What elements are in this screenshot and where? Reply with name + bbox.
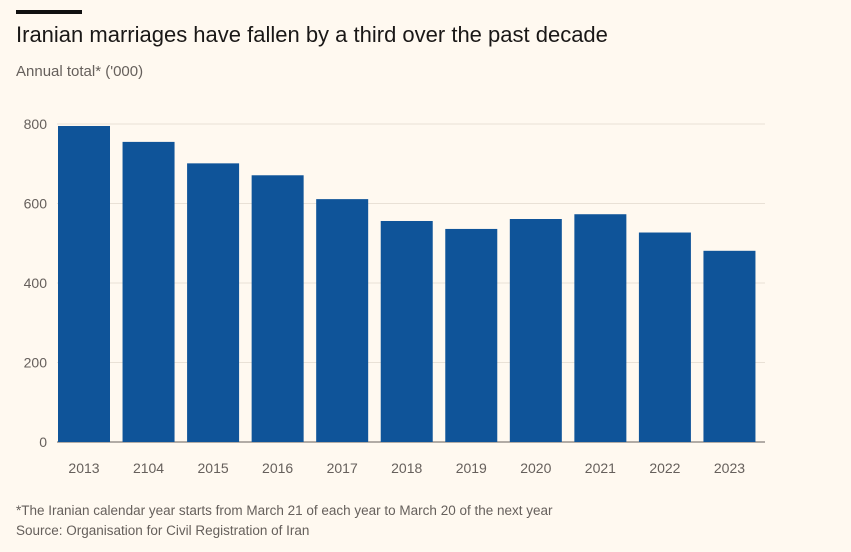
x-tick-label: 2023: [714, 460, 745, 476]
x-tick-label: 2020: [520, 460, 551, 476]
bar-2019: [445, 228, 498, 442]
x-tick-label: 2022: [649, 460, 680, 476]
chart-subtitle: Annual total* ('000): [16, 63, 144, 80]
bar-2023: [703, 250, 756, 442]
top-rule: [16, 10, 82, 14]
y-tick-label: 600: [24, 196, 48, 212]
bars: [58, 125, 756, 443]
x-tick-label: 2104: [133, 460, 164, 476]
y-tick-label: 800: [24, 116, 48, 132]
bar-2022: [638, 232, 691, 442]
x-tick-label: 2017: [327, 460, 358, 476]
x-tick-label: 2018: [391, 460, 422, 476]
chart-title: Iranian marriages have fallen by a third…: [16, 22, 608, 47]
y-axis: 0 200 400 600 800: [24, 116, 48, 450]
bar-2015: [187, 163, 240, 442]
bar-2018: [380, 220, 433, 442]
y-tick-label: 200: [24, 355, 48, 371]
y-tick-label: 400: [24, 275, 48, 291]
y-tick-label: 0: [39, 434, 47, 450]
x-tick-label: 2021: [585, 460, 616, 476]
x-axis: 2013 2104 2015 2016 2017 2018 2019 2020 2021 2022…: [68, 460, 745, 476]
footnote: *The Iranian calendar year starts from M…: [16, 503, 553, 518]
x-tick-label: 2016: [262, 460, 293, 476]
bar-2013: [58, 125, 110, 443]
x-tick-label: 2013: [68, 460, 99, 476]
source-note: Source: Organisation for Civil Registrat…: [16, 523, 310, 538]
bar-2020: [509, 219, 562, 442]
x-tick-label: 2015: [198, 460, 229, 476]
bar-2021: [574, 214, 627, 442]
bar-2017: [316, 199, 369, 442]
x-tick-label: 2019: [456, 460, 487, 476]
bar-2016: [251, 175, 304, 442]
bar-2104: [122, 141, 175, 442]
